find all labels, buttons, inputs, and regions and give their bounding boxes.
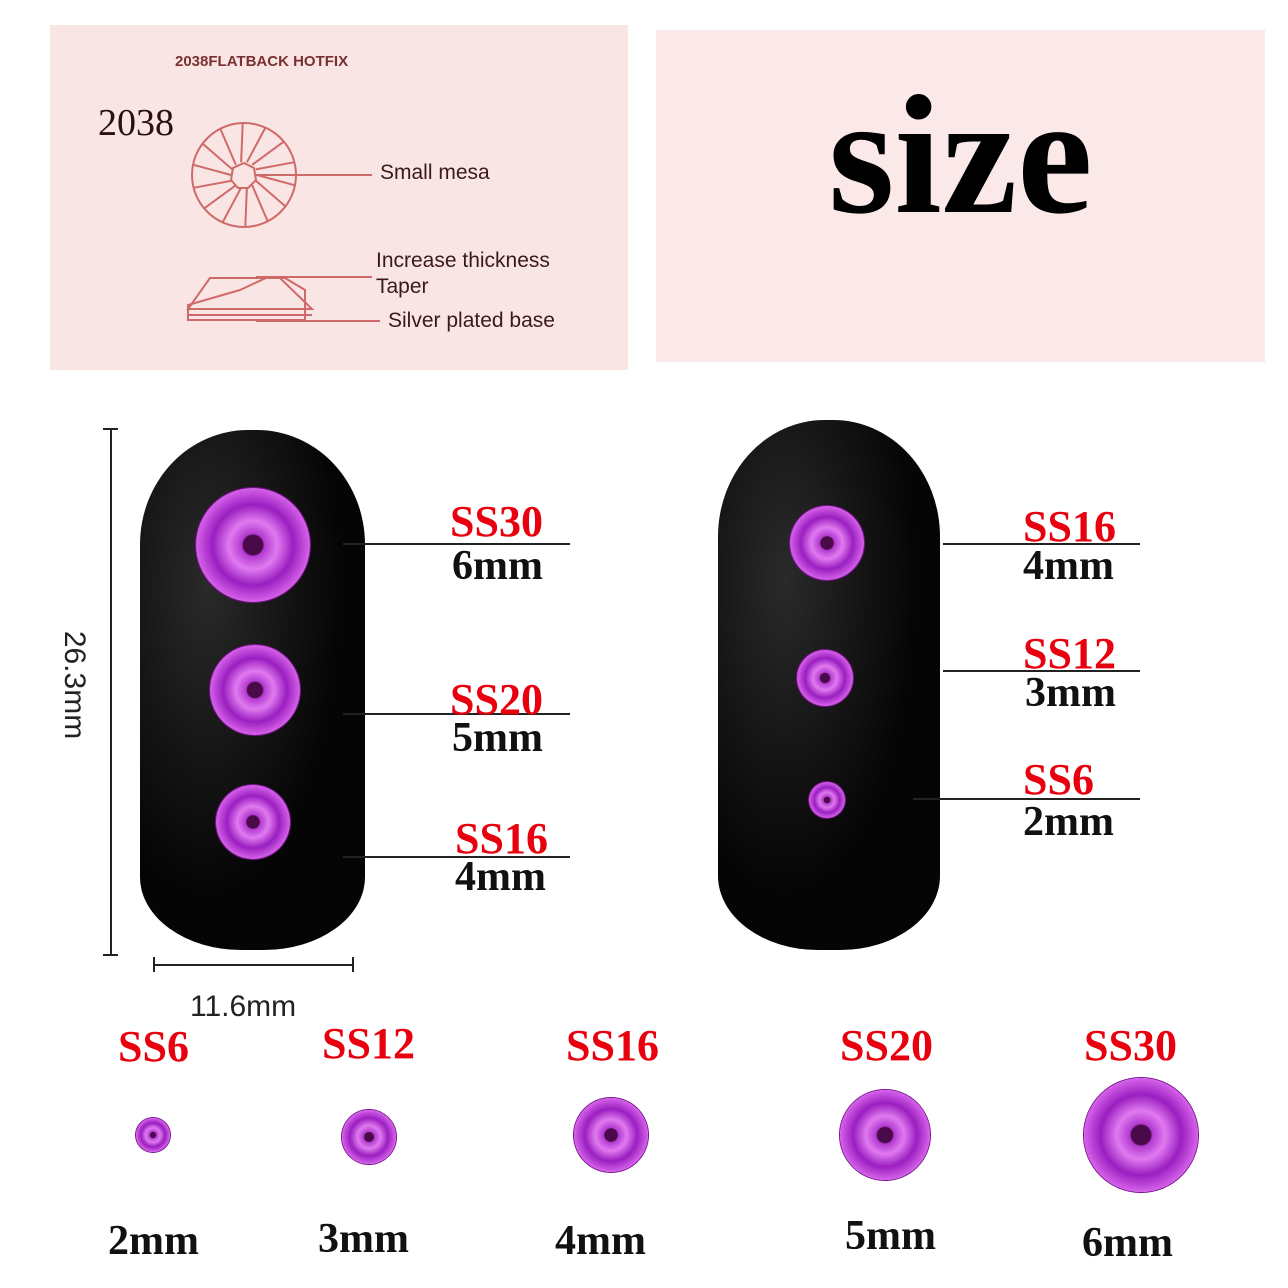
gem-ss16: [790, 506, 864, 580]
gem-ss20: [210, 645, 300, 735]
width-dimension-line: [153, 964, 353, 966]
label-increase-thickness: Increase thickness: [376, 249, 550, 272]
size-mm-label: 6mm: [1082, 1220, 1173, 1266]
left-mm-label: 6mm: [452, 543, 543, 589]
gem-4mm: [574, 1098, 648, 1172]
left-ss-label: SS20: [450, 675, 543, 724]
gem-ss12: [797, 650, 853, 706]
gem-ss6: [809, 782, 845, 818]
gem-5mm: [840, 1090, 930, 1180]
label-small-mesa: Small mesa: [380, 161, 490, 184]
heading: size: [828, 61, 1093, 249]
size-ss-label: SS30: [1084, 1021, 1177, 1070]
diagram-panel: 2038FLATBACK HOTFIX 2038 Small mesa Incr…: [50, 25, 628, 370]
height-label: 26.3mm: [58, 630, 92, 740]
label-taper: Taper: [376, 275, 429, 298]
size-mm-label: 5mm: [845, 1213, 936, 1259]
right-mm-label: 4mm: [1023, 543, 1114, 589]
size-ss-label: SS16: [566, 1021, 659, 1070]
left-mm-label: 4mm: [455, 854, 546, 900]
size-mm-label: 4mm: [555, 1218, 646, 1264]
gem-ss30: [196, 488, 310, 602]
gem-6mm: [1084, 1078, 1198, 1192]
left-mm-label: 5mm: [452, 715, 543, 761]
heading-panel: size: [656, 30, 1265, 362]
rhinestone-diagram-icon: [186, 122, 380, 322]
model-number: 2038: [98, 102, 174, 144]
right-mm-label: 2mm: [1023, 799, 1114, 845]
right-mm-label: 3mm: [1025, 670, 1116, 716]
right-ss-label: SS6: [1023, 755, 1094, 804]
size-ss-label: SS20: [840, 1021, 933, 1070]
size-ss-label: SS12: [322, 1019, 415, 1068]
diagram-title: 2038FLATBACK HOTFIX: [175, 53, 349, 70]
size-mm-label: 3mm: [318, 1216, 409, 1262]
gem-3mm: [342, 1110, 396, 1164]
gem-ss16: [216, 785, 290, 859]
width-label: 11.6mm: [190, 990, 297, 1023]
label-silver-base: Silver plated base: [388, 309, 555, 332]
left-ss-label: SS30: [450, 497, 543, 546]
right-ss-label: SS16: [1023, 502, 1116, 551]
size-mm-label: 2mm: [108, 1218, 199, 1264]
size-ss-label: SS6: [118, 1022, 189, 1071]
height-dimension-line: [110, 428, 112, 955]
gem-2mm: [136, 1118, 170, 1152]
right-ss-label: SS12: [1023, 629, 1116, 678]
left-ss-label: SS16: [455, 814, 548, 863]
